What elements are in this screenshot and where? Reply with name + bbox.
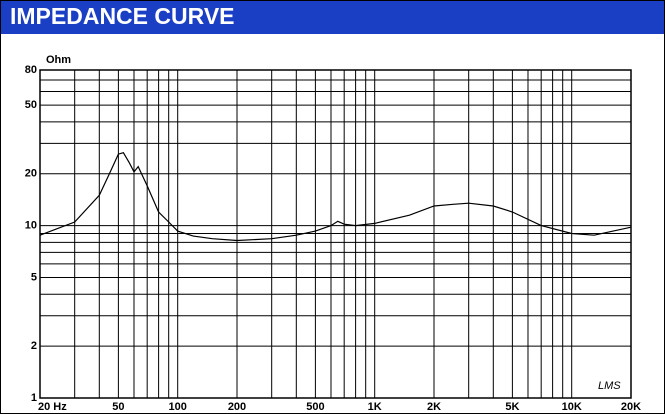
title-bar (0, 0, 665, 34)
x-tick-label: 5K (505, 401, 519, 413)
y-tick-label: 20 (25, 168, 37, 180)
chart-title: IMPEDANCE CURVE (10, 3, 235, 29)
x-tick-label: 100 (169, 401, 187, 413)
x-tick-label: 20 Hz (38, 401, 67, 413)
y-axis-label: Ohm (46, 54, 71, 66)
logo: LMS (598, 380, 621, 392)
x-tick-label: 2K (427, 401, 441, 413)
x-tick-label: 500 (306, 401, 324, 413)
y-tick-label: 50 (25, 99, 37, 111)
y-tick-label: 5 (31, 271, 37, 283)
x-tick-label: 1K (368, 401, 382, 413)
x-tick-label: 200 (228, 401, 246, 413)
x-tick-label: 20K (621, 401, 641, 413)
impedance-curve (39, 151, 632, 242)
x-tick-label: 10K (562, 401, 582, 413)
y-tick-label: 80 (25, 64, 37, 76)
y-tick-label: 1 (31, 392, 37, 404)
x-tick-label: 50 (112, 401, 124, 413)
y-tick-label: 10 (25, 220, 37, 232)
plot-border (39, 69, 632, 399)
y-tick-label: 2 (31, 340, 37, 352)
